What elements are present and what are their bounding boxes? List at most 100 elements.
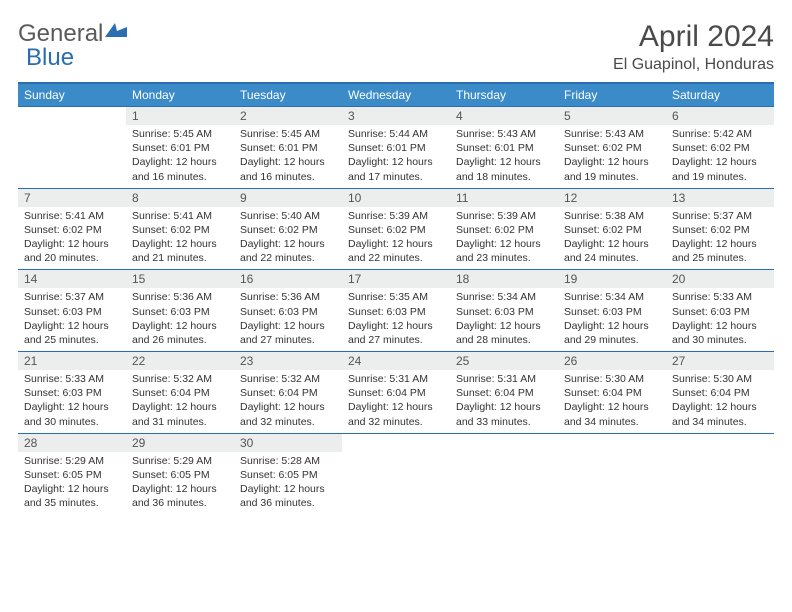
daylight-text: Daylight: 12 hours and 16 minutes.	[132, 155, 228, 183]
day-cell: Sunrise: 5:32 AMSunset: 6:04 PMDaylight:…	[126, 370, 234, 433]
month-title: April 2024	[613, 20, 774, 54]
sunrise-text: Sunrise: 5:35 AM	[348, 290, 444, 304]
day-cell: Sunrise: 5:33 AMSunset: 6:03 PMDaylight:…	[666, 288, 774, 351]
day-number-row: 21222324252627	[18, 352, 774, 371]
calendar-table: Sunday Monday Tuesday Wednesday Thursday…	[18, 82, 774, 514]
daylight-text: Daylight: 12 hours and 22 minutes.	[240, 237, 336, 265]
day-cell: Sunrise: 5:41 AMSunset: 6:02 PMDaylight:…	[18, 207, 126, 270]
daylight-text: Daylight: 12 hours and 18 minutes.	[456, 155, 552, 183]
calendar-body: 123456Sunrise: 5:45 AMSunset: 6:01 PMDay…	[18, 107, 774, 515]
daylight-text: Daylight: 12 hours and 22 minutes.	[348, 237, 444, 265]
sunset-text: Sunset: 6:05 PM	[24, 468, 120, 482]
day-number: 22	[126, 352, 234, 371]
day-number: 27	[666, 352, 774, 371]
logo-text-2: Blue	[26, 44, 74, 72]
sunset-text: Sunset: 6:04 PM	[456, 386, 552, 400]
sunset-text: Sunset: 6:02 PM	[132, 223, 228, 237]
daylight-text: Daylight: 12 hours and 36 minutes.	[132, 482, 228, 510]
day-content-row: Sunrise: 5:41 AMSunset: 6:02 PMDaylight:…	[18, 207, 774, 270]
day-number: 20	[666, 270, 774, 289]
day-cell: Sunrise: 5:44 AMSunset: 6:01 PMDaylight:…	[342, 125, 450, 188]
weekday-header: Wednesday	[342, 83, 450, 107]
day-content-row: Sunrise: 5:29 AMSunset: 6:05 PMDaylight:…	[18, 452, 774, 515]
sunrise-text: Sunrise: 5:36 AM	[240, 290, 336, 304]
daylight-text: Daylight: 12 hours and 29 minutes.	[564, 319, 660, 347]
day-cell: Sunrise: 5:34 AMSunset: 6:03 PMDaylight:…	[450, 288, 558, 351]
day-cell: Sunrise: 5:36 AMSunset: 6:03 PMDaylight:…	[234, 288, 342, 351]
day-number	[342, 433, 450, 452]
sunrise-text: Sunrise: 5:37 AM	[24, 290, 120, 304]
day-number-row: 14151617181920	[18, 270, 774, 289]
day-cell: Sunrise: 5:37 AMSunset: 6:03 PMDaylight:…	[18, 288, 126, 351]
sunrise-text: Sunrise: 5:32 AM	[132, 372, 228, 386]
day-cell: Sunrise: 5:31 AMSunset: 6:04 PMDaylight:…	[342, 370, 450, 433]
sunrise-text: Sunrise: 5:30 AM	[564, 372, 660, 386]
daylight-text: Daylight: 12 hours and 28 minutes.	[456, 319, 552, 347]
sunset-text: Sunset: 6:04 PM	[672, 386, 768, 400]
sunrise-text: Sunrise: 5:34 AM	[456, 290, 552, 304]
sunset-text: Sunset: 6:02 PM	[456, 223, 552, 237]
daylight-text: Daylight: 12 hours and 23 minutes.	[456, 237, 552, 265]
day-cell: Sunrise: 5:39 AMSunset: 6:02 PMDaylight:…	[342, 207, 450, 270]
sunrise-text: Sunrise: 5:28 AM	[240, 454, 336, 468]
daylight-text: Daylight: 12 hours and 31 minutes.	[132, 400, 228, 428]
title-block: April 2024 El Guapinol, Honduras	[613, 20, 774, 74]
day-cell	[450, 452, 558, 515]
day-number: 7	[18, 188, 126, 207]
day-cell: Sunrise: 5:39 AMSunset: 6:02 PMDaylight:…	[450, 207, 558, 270]
day-cell	[342, 452, 450, 515]
day-cell: Sunrise: 5:38 AMSunset: 6:02 PMDaylight:…	[558, 207, 666, 270]
daylight-text: Daylight: 12 hours and 27 minutes.	[240, 319, 336, 347]
day-number	[666, 433, 774, 452]
day-cell	[666, 452, 774, 515]
weekday-header: Monday	[126, 83, 234, 107]
day-number: 19	[558, 270, 666, 289]
day-number: 11	[450, 188, 558, 207]
daylight-text: Daylight: 12 hours and 21 minutes.	[132, 237, 228, 265]
sunrise-text: Sunrise: 5:29 AM	[132, 454, 228, 468]
sunset-text: Sunset: 6:03 PM	[672, 305, 768, 319]
calendar-page: General April 2024 El Guapinol, Honduras…	[0, 0, 792, 524]
day-number	[18, 107, 126, 126]
sunrise-text: Sunrise: 5:44 AM	[348, 127, 444, 141]
sunset-text: Sunset: 6:03 PM	[456, 305, 552, 319]
sunset-text: Sunset: 6:02 PM	[24, 223, 120, 237]
weekday-header: Sunday	[18, 83, 126, 107]
daylight-text: Daylight: 12 hours and 34 minutes.	[564, 400, 660, 428]
daylight-text: Daylight: 12 hours and 32 minutes.	[348, 400, 444, 428]
sunrise-text: Sunrise: 5:45 AM	[240, 127, 336, 141]
sunset-text: Sunset: 6:01 PM	[240, 141, 336, 155]
day-cell: Sunrise: 5:35 AMSunset: 6:03 PMDaylight:…	[342, 288, 450, 351]
sunset-text: Sunset: 6:01 PM	[132, 141, 228, 155]
day-number: 8	[126, 188, 234, 207]
sunset-text: Sunset: 6:02 PM	[672, 141, 768, 155]
sunset-text: Sunset: 6:02 PM	[240, 223, 336, 237]
daylight-text: Daylight: 12 hours and 25 minutes.	[24, 319, 120, 347]
day-number: 12	[558, 188, 666, 207]
day-number: 1	[126, 107, 234, 126]
sunrise-text: Sunrise: 5:29 AM	[24, 454, 120, 468]
day-number: 18	[450, 270, 558, 289]
sunrise-text: Sunrise: 5:30 AM	[672, 372, 768, 386]
weekday-header: Thursday	[450, 83, 558, 107]
daylight-text: Daylight: 12 hours and 26 minutes.	[132, 319, 228, 347]
day-content-row: Sunrise: 5:33 AMSunset: 6:03 PMDaylight:…	[18, 370, 774, 433]
day-cell: Sunrise: 5:42 AMSunset: 6:02 PMDaylight:…	[666, 125, 774, 188]
day-number: 14	[18, 270, 126, 289]
day-cell: Sunrise: 5:33 AMSunset: 6:03 PMDaylight:…	[18, 370, 126, 433]
sunrise-text: Sunrise: 5:43 AM	[564, 127, 660, 141]
day-number: 6	[666, 107, 774, 126]
sunset-text: Sunset: 6:03 PM	[348, 305, 444, 319]
daylight-text: Daylight: 12 hours and 33 minutes.	[456, 400, 552, 428]
sunset-text: Sunset: 6:03 PM	[132, 305, 228, 319]
daylight-text: Daylight: 12 hours and 20 minutes.	[24, 237, 120, 265]
day-cell: Sunrise: 5:30 AMSunset: 6:04 PMDaylight:…	[666, 370, 774, 433]
day-cell: Sunrise: 5:43 AMSunset: 6:02 PMDaylight:…	[558, 125, 666, 188]
day-cell: Sunrise: 5:28 AMSunset: 6:05 PMDaylight:…	[234, 452, 342, 515]
daylight-text: Daylight: 12 hours and 32 minutes.	[240, 400, 336, 428]
daylight-text: Daylight: 12 hours and 34 minutes.	[672, 400, 768, 428]
day-number-row: 78910111213	[18, 188, 774, 207]
sunset-text: Sunset: 6:04 PM	[240, 386, 336, 400]
day-cell: Sunrise: 5:45 AMSunset: 6:01 PMDaylight:…	[234, 125, 342, 188]
day-number: 21	[18, 352, 126, 371]
